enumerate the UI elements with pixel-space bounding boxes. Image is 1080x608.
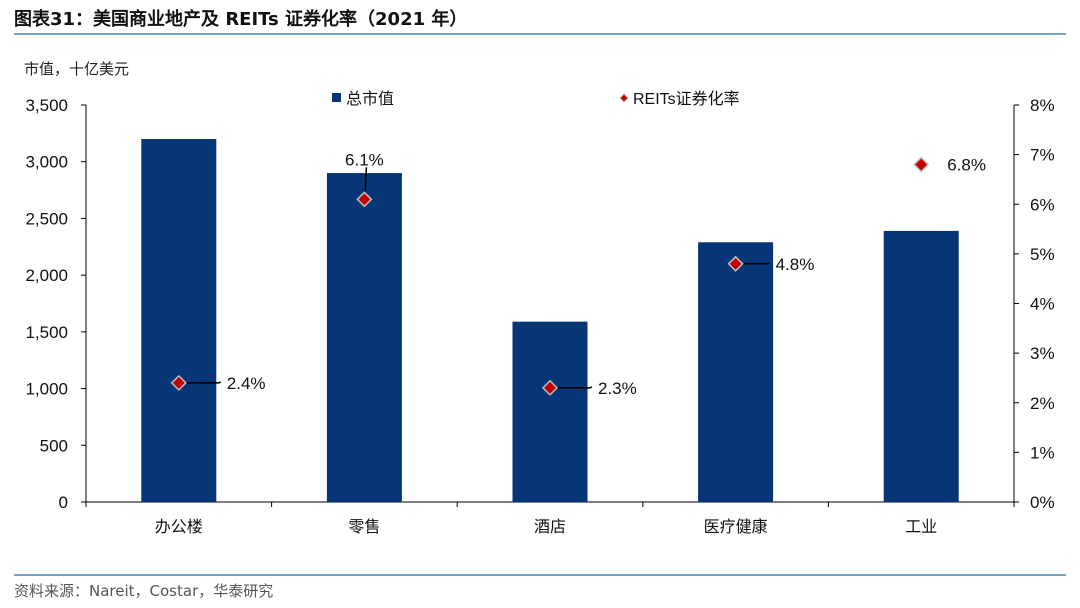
right-axis-tick-label: 6% <box>1030 195 1055 214</box>
x-axis-category-label: 办公楼 <box>155 518 203 536</box>
reits-rate-marker <box>727 255 744 272</box>
data-label-leader-line <box>735 262 770 265</box>
left-axis-unit-label: 市值，十亿美元 <box>24 60 130 78</box>
reits-rate-data-label: 2.4% <box>227 374 266 393</box>
bar-total-market-value <box>326 173 402 503</box>
right-axis-tick-label: 5% <box>1030 245 1055 264</box>
right-axis-tick-label: 2% <box>1030 394 1055 413</box>
reits-rate-marker <box>541 379 559 396</box>
data-label-leader-line <box>178 381 222 384</box>
reits-rate-marker <box>170 374 187 391</box>
legend-swatch-bar <box>332 93 341 102</box>
left-axis-tick-label: 3,500 <box>25 96 68 115</box>
left-axis-tick-label: 1,500 <box>25 323 68 342</box>
right-axis-tick-label: 1% <box>1030 443 1055 462</box>
left-axis-tick-label: 0 <box>59 493 68 512</box>
bar-total-market-value <box>883 230 959 503</box>
bar-total-market-value <box>141 139 217 502</box>
legend-label-reits-rate: REITs证券化率 <box>633 90 740 108</box>
reits-rate-data-label: 6.8% <box>947 156 986 175</box>
reits-rate-data-label: 4.8% <box>776 255 815 274</box>
reits-rate-data-label: 6.1% <box>345 150 384 169</box>
right-axis-tick-label: 8% <box>1030 96 1055 115</box>
chart-title: 图表31：美国商业地产及 REITs 证券化率（2021 年） <box>14 9 468 30</box>
left-axis-tick-label: 2,500 <box>25 209 68 228</box>
data-label-leader-line <box>550 386 593 389</box>
right-axis-tick-label: 0% <box>1030 493 1055 512</box>
right-axis-tick-label: 4% <box>1030 295 1055 314</box>
right-axis-tick-label: 3% <box>1030 344 1055 363</box>
source-note: 资料来源：Nareit，Costar，华泰研究 <box>14 582 274 600</box>
reits-rate-marker <box>913 156 930 173</box>
right-axis-tick-label: 7% <box>1030 146 1055 165</box>
left-axis-tick-label: 2,000 <box>25 266 68 285</box>
reits-rate-marker <box>356 191 373 208</box>
left-axis-tick-label: 3,000 <box>25 153 68 172</box>
x-axis-category-label: 医疗健康 <box>704 518 768 536</box>
x-axis-category-label: 零售 <box>348 518 380 536</box>
title-divider <box>14 33 1066 35</box>
x-axis-category-label: 工业 <box>905 518 937 536</box>
left-axis-tick-label: 500 <box>40 436 68 455</box>
bar-total-market-value <box>512 321 588 502</box>
legend-label-total-market-value: 总市值 <box>346 90 394 108</box>
bar-total-market-value <box>698 242 774 502</box>
left-axis-tick-label: 1,000 <box>25 380 68 399</box>
reits-rate-data-label: 2.3% <box>598 379 637 398</box>
legend-swatch-diamond <box>619 93 629 103</box>
x-axis-category-label: 酒店 <box>534 518 566 536</box>
source-divider <box>14 574 1066 576</box>
